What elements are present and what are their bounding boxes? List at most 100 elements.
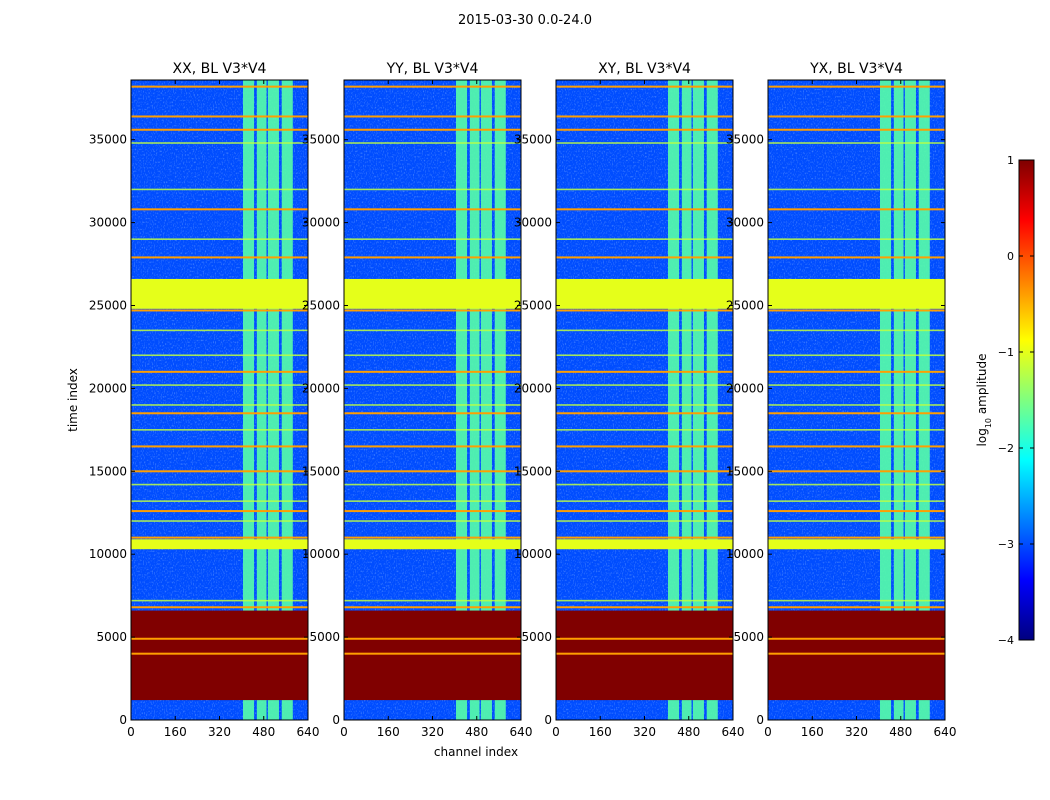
warm-time-line [556, 404, 733, 406]
rfi-channel-band [668, 80, 680, 720]
hot-time-line [344, 309, 521, 312]
warm-time-line [131, 483, 308, 486]
flagged-time-range [344, 610, 521, 701]
hot-time-line [344, 510, 521, 513]
hot-time-line [768, 536, 945, 539]
warm-time-line [556, 500, 733, 502]
y-tick-label: 30000 [726, 216, 764, 230]
x-tick-label: 640 [510, 725, 533, 739]
y-tick-label: 30000 [302, 216, 340, 230]
y-tick-label: 10000 [514, 547, 552, 561]
warm-time-line [556, 599, 733, 602]
flagged-time-range [768, 610, 945, 701]
hot-time-line [344, 208, 521, 211]
warm-time-line [131, 404, 308, 406]
x-tick-label: 160 [164, 725, 187, 739]
hot-time-line [556, 652, 733, 655]
warm-time-line [768, 520, 945, 522]
rfi-channel-band [281, 80, 293, 720]
hot-time-line [768, 256, 945, 259]
warm-time-line [344, 500, 521, 502]
warm-time-line [768, 384, 945, 386]
x-tick-label: 0 [340, 725, 348, 739]
rfi-channel-band [469, 80, 480, 720]
y-tick-label: 5000 [521, 630, 552, 644]
y-tick-label: 0 [332, 713, 340, 727]
hot-time-line [344, 115, 521, 118]
colorbar-label-rest: amplitude [975, 354, 989, 418]
warm-time-line [768, 599, 945, 602]
warm-time-line [344, 142, 521, 144]
colorbar-tick-label: −2 [998, 442, 1014, 455]
hot-time-line [556, 208, 733, 211]
flagged-time-range [556, 539, 733, 550]
y-tick-label: 20000 [514, 381, 552, 395]
y-tick-label: 10000 [726, 547, 764, 561]
warm-time-line [768, 329, 945, 332]
rfi-channel-band [904, 80, 916, 720]
colorbar-gradient [1018, 159, 1035, 641]
y-tick-label: 10000 [302, 547, 340, 561]
y-tick-label: 35000 [726, 133, 764, 147]
y-tick-label: 5000 [733, 630, 764, 644]
hot-time-line [556, 412, 733, 415]
hot-time-line [131, 115, 308, 118]
y-tick-label: 5000 [309, 630, 340, 644]
warm-time-line [768, 142, 945, 144]
warm-time-line [344, 404, 521, 406]
flagged-time-range [768, 278, 945, 309]
hot-time-line [344, 470, 521, 473]
rfi-channel-band [267, 80, 279, 720]
flagged-time-range [131, 278, 308, 309]
colorbar-tick-label: −4 [998, 634, 1014, 647]
y-tick-label: 35000 [302, 133, 340, 147]
rfi-channel-band [494, 80, 506, 720]
warm-time-line [768, 500, 945, 502]
x-tick-label: 0 [127, 725, 135, 739]
x-tick-label: 160 [377, 725, 400, 739]
hot-time-line [131, 510, 308, 513]
y-tick-label: 15000 [302, 464, 340, 478]
rfi-channel-band [456, 80, 468, 720]
y-tick-label: 0 [544, 713, 552, 727]
hot-time-line [131, 606, 308, 609]
hot-time-line [556, 370, 733, 373]
warm-time-line [768, 404, 945, 406]
hot-time-line [344, 445, 521, 448]
x-tick-label: 160 [801, 725, 824, 739]
warm-time-line [131, 188, 308, 191]
warm-time-line [768, 429, 945, 431]
hot-time-line [131, 256, 308, 259]
hot-time-line [344, 536, 521, 539]
warm-time-line [131, 429, 308, 431]
x-tick-label: 480 [677, 725, 700, 739]
hot-time-line [768, 370, 945, 373]
colorbar-label-subscript: 10 [984, 418, 993, 428]
hot-time-line [131, 208, 308, 211]
flagged-time-range [344, 278, 521, 309]
warm-time-line [131, 329, 308, 332]
x-tick-label: 0 [552, 725, 560, 739]
warm-time-line [344, 483, 521, 486]
hot-time-line [556, 128, 733, 131]
warm-time-line [768, 354, 945, 357]
panel-3: YX, BL V3*V4 0 160 320 480 640 0 5000 10000 15000… [726, 61, 957, 739]
colorbar-tick-label: 1 [1007, 154, 1014, 167]
warm-time-line [556, 384, 733, 386]
warm-time-line [131, 142, 308, 144]
figure-title: 2015-03-30 0.0-24.0 [458, 13, 592, 28]
hot-time-line [768, 470, 945, 473]
y-tick-label: 35000 [89, 133, 127, 147]
colorbar-tick-label: 0 [1007, 250, 1014, 263]
warm-time-line [344, 329, 521, 332]
hot-time-line [556, 637, 733, 640]
warm-time-line [556, 238, 733, 240]
hot-time-line [556, 309, 733, 312]
x-tick-label: 640 [297, 725, 320, 739]
hot-time-line [556, 510, 733, 513]
rfi-channel-band [918, 80, 930, 720]
flagged-time-range [131, 539, 308, 550]
y-tick-label: 30000 [514, 216, 552, 230]
flagged-time-range [131, 610, 308, 701]
